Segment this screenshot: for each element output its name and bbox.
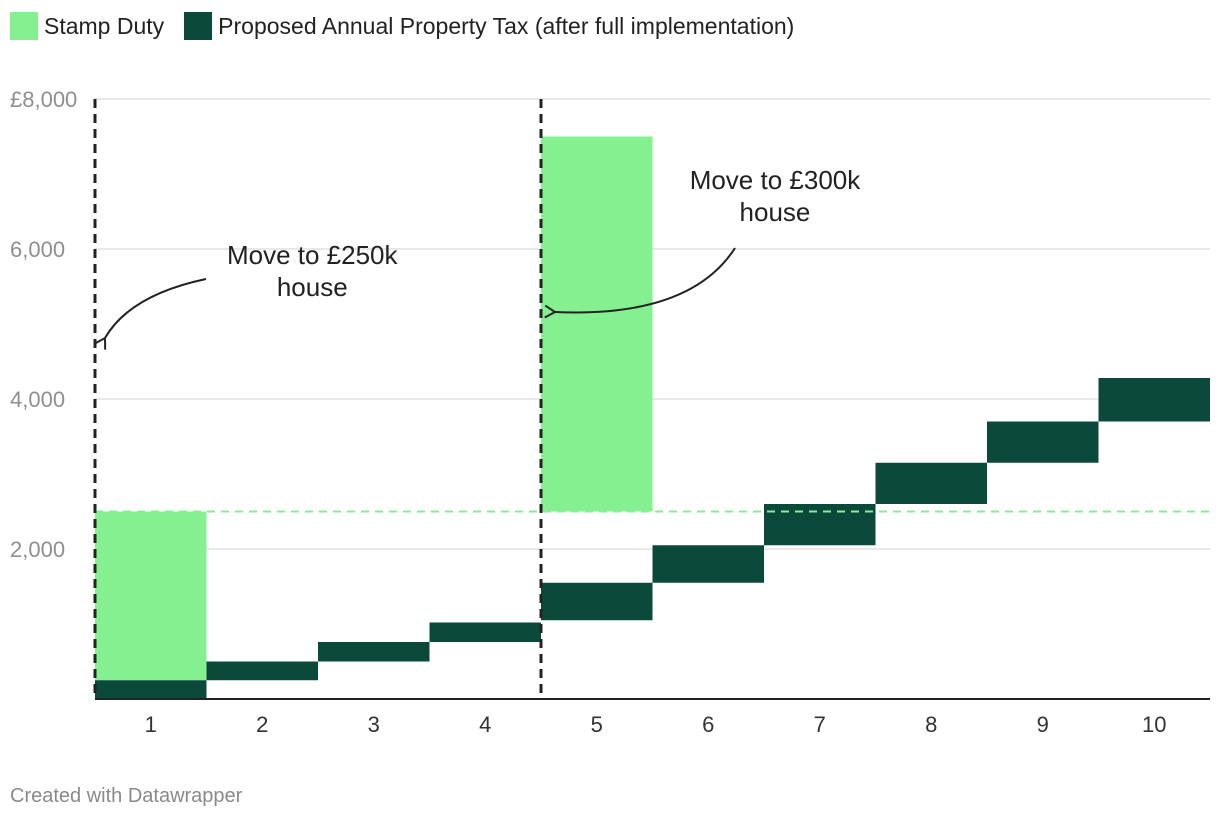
- annotation-label-300k: Move to £300k: [690, 165, 862, 195]
- y-tick-label: 2,000: [10, 537, 65, 562]
- annotation-label-300k: house: [740, 197, 811, 227]
- x-tick-label: 8: [925, 712, 937, 737]
- property-tax-bar[interactable]: [652, 545, 765, 583]
- annotation-arrow-300k: [544, 247, 736, 319]
- x-tick-label: 7: [814, 712, 826, 737]
- legend-label-stamp-duty: Stamp Duty: [44, 12, 165, 39]
- x-tick-label: 6: [702, 712, 714, 737]
- legend-item-stamp-duty[interactable]: Stamp Duty: [10, 12, 164, 40]
- y-tick-label: £8,000: [10, 87, 77, 112]
- x-tick-label: 4: [479, 712, 491, 737]
- annotation-label-250k: Move to £250k: [227, 240, 399, 270]
- property-tax-bar[interactable]: [318, 642, 430, 662]
- stamp-duty-bar[interactable]: [95, 511, 207, 681]
- property-tax-bar[interactable]: [1098, 378, 1211, 422]
- property-tax-bar[interactable]: [875, 462, 988, 504]
- x-tick-label: 3: [368, 712, 380, 737]
- y-tick-label: 6,000: [10, 237, 65, 262]
- stamp-duty-swatch: [10, 12, 38, 40]
- legend-label-property-tax: Proposed Annual Property Tax (after full…: [218, 12, 795, 39]
- property-tax-bar[interactable]: [987, 421, 1099, 463]
- property-tax-bar[interactable]: [429, 622, 542, 643]
- property-tax-swatch: [184, 12, 213, 40]
- property-tax-bar[interactable]: [541, 582, 653, 621]
- x-tick-label: 2: [256, 712, 268, 737]
- footer-credit: Created with Datawrapper: [10, 785, 243, 807]
- property-tax-bar[interactable]: [206, 661, 319, 681]
- property-tax-bar[interactable]: [95, 680, 207, 699]
- annotation-label-250k: house: [277, 272, 348, 302]
- x-tick-label: 5: [591, 712, 603, 737]
- x-tick-label: 1: [145, 712, 157, 737]
- legend: Stamp Duty Proposed Annual Property Tax …: [10, 12, 794, 40]
- legend-item-property-tax[interactable]: Proposed Annual Property Tax (after full…: [184, 12, 794, 40]
- property-tax-bar[interactable]: [764, 504, 876, 546]
- y-tick-label: 4,000: [10, 387, 65, 412]
- x-tick-label: 10: [1142, 712, 1166, 737]
- stamp-duty-bar[interactable]: [541, 136, 653, 512]
- x-tick-label: 9: [1037, 712, 1049, 737]
- annotation-arrow-250k: [94, 278, 207, 350]
